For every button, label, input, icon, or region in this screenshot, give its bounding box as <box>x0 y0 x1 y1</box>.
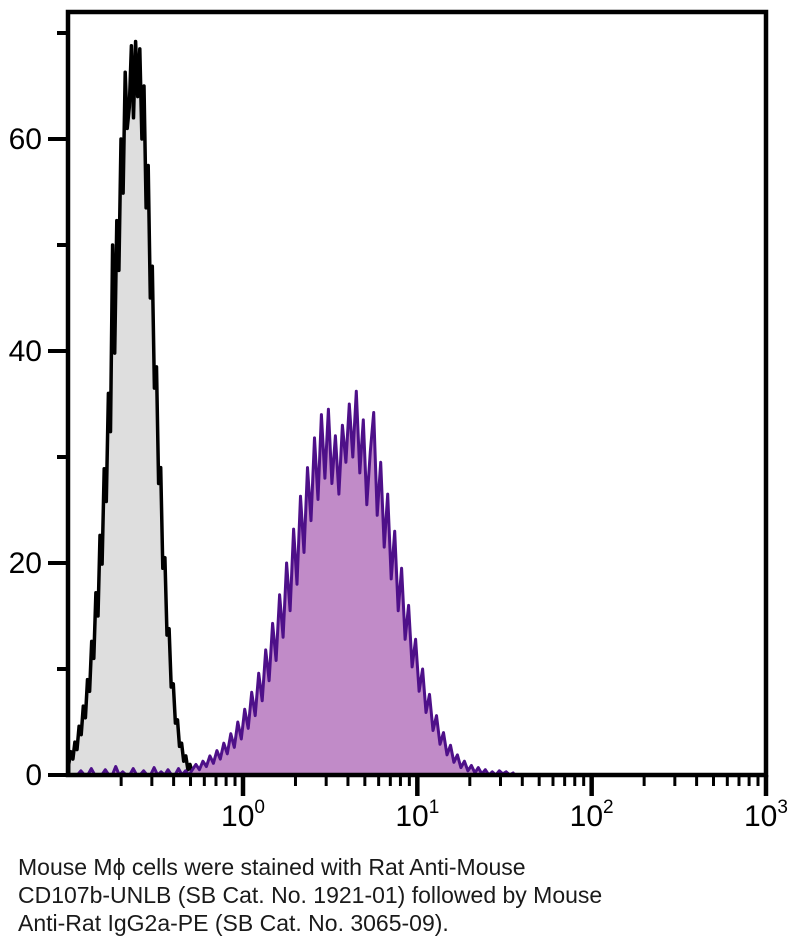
caption-line-1: Mouse Mϕ cells were stained with Rat Ant… <box>18 854 526 880</box>
x-tick-label: 101 <box>395 797 439 833</box>
histogram-series-layer <box>66 39 515 777</box>
caption-line-2: CD107b-UNLB (SB Cat. No. 1921-01) follow… <box>18 882 603 908</box>
unstained-control-histogram <box>66 39 215 777</box>
y-tick-label: 40 <box>9 335 42 368</box>
y-tick-label: 20 <box>9 547 42 580</box>
x-tick-label: 103 <box>744 797 788 833</box>
caption-line-3: Anti-Rat IgG2a-PE (SB Cat. No. 3065-09). <box>18 910 449 936</box>
y-tick-label: 60 <box>9 123 42 156</box>
figure-caption: Mouse Mϕ cells were stained with Rat Ant… <box>18 853 778 937</box>
x-tick-label: 100 <box>221 797 265 833</box>
axis-layer <box>48 9 769 796</box>
y-tick-label: 0 <box>25 759 42 792</box>
flow-histogram-chart: 0 20 40 60 100 101 102 103 <box>9 9 788 833</box>
x-tick-label: 102 <box>570 797 614 833</box>
axis-label-layer: 0 20 40 60 100 101 102 103 <box>9 123 788 833</box>
